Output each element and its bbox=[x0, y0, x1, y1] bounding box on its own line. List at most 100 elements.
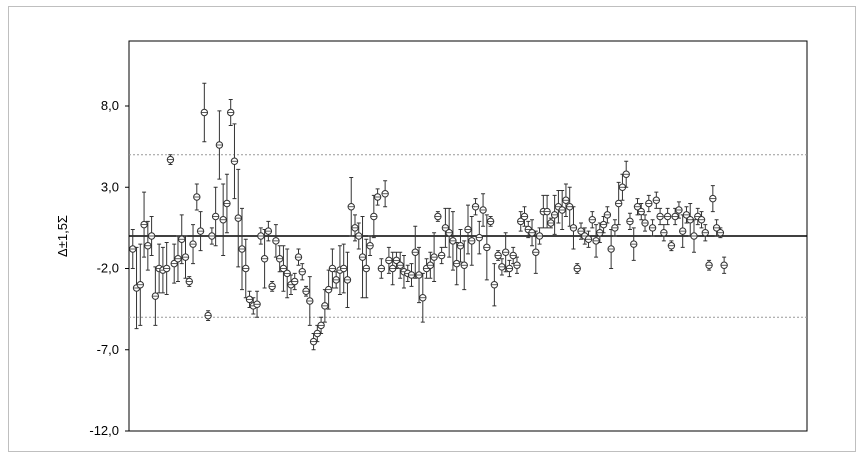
data-point bbox=[667, 240, 676, 252]
data-point bbox=[532, 230, 540, 274]
data-point bbox=[434, 211, 442, 222]
data-point bbox=[498, 258, 506, 276]
data-point bbox=[151, 266, 160, 326]
data-point bbox=[328, 248, 337, 289]
data-point bbox=[181, 235, 190, 279]
data-point bbox=[174, 235, 182, 282]
data-point bbox=[490, 263, 499, 307]
data-point bbox=[592, 224, 600, 258]
data-point bbox=[701, 224, 709, 242]
data-point bbox=[528, 219, 536, 247]
data-point bbox=[547, 217, 555, 229]
data-point bbox=[682, 206, 691, 224]
data-point bbox=[185, 276, 193, 287]
data-point bbox=[479, 193, 487, 227]
data-point bbox=[449, 211, 457, 271]
data-point bbox=[268, 281, 276, 292]
data-point bbox=[358, 216, 367, 299]
data-point bbox=[709, 185, 717, 213]
data-point bbox=[588, 211, 596, 229]
data-point bbox=[204, 310, 212, 321]
data-point bbox=[366, 235, 374, 256]
data-point bbox=[321, 289, 329, 323]
data-point bbox=[464, 204, 472, 255]
data-point bbox=[675, 201, 683, 219]
data-point bbox=[637, 203, 645, 221]
data-point bbox=[370, 194, 378, 239]
data-point bbox=[377, 258, 386, 279]
data-point bbox=[294, 248, 303, 266]
data-point bbox=[223, 173, 231, 234]
data-point bbox=[170, 243, 178, 284]
data-point bbox=[193, 183, 201, 211]
data-point bbox=[633, 198, 642, 216]
data-point bbox=[283, 248, 291, 299]
data-point bbox=[599, 216, 608, 234]
data-point bbox=[219, 183, 227, 256]
data-point bbox=[641, 214, 649, 232]
y-tick-label: -12,0 bbox=[89, 423, 119, 438]
data-point bbox=[716, 227, 725, 239]
data-point bbox=[332, 271, 340, 289]
data-point bbox=[411, 225, 419, 279]
data-point bbox=[129, 229, 137, 269]
data-point bbox=[215, 110, 224, 180]
data-point bbox=[189, 224, 197, 265]
data-point bbox=[573, 263, 581, 274]
data-point bbox=[603, 206, 612, 224]
data-point bbox=[460, 240, 468, 291]
data-point bbox=[426, 251, 435, 279]
y-tick-label: 8,0 bbox=[101, 98, 119, 113]
data-point bbox=[550, 194, 559, 235]
data-point bbox=[166, 154, 175, 165]
data-point bbox=[505, 259, 514, 278]
data-point bbox=[396, 251, 404, 279]
data-point bbox=[630, 227, 638, 261]
data-point bbox=[234, 168, 242, 268]
data-point bbox=[324, 269, 333, 310]
data-point bbox=[577, 222, 585, 240]
chart-panel: 8,0 3,0 -2,0 -7,0 -12,0 Δ±1,5Σ bbox=[8, 6, 856, 452]
data-point bbox=[566, 186, 574, 227]
data-point bbox=[690, 219, 698, 253]
data-point bbox=[257, 227, 265, 245]
data-point bbox=[645, 194, 653, 213]
data-point bbox=[486, 216, 495, 227]
data-point bbox=[291, 272, 299, 291]
data-point bbox=[355, 222, 363, 250]
data-point bbox=[471, 198, 480, 216]
data-point bbox=[178, 214, 186, 265]
data-point bbox=[306, 276, 314, 326]
data-point bbox=[558, 190, 566, 230]
scatter-plot: 8,0 3,0 -2,0 -7,0 -12,0 Δ±1,5Σ bbox=[55, 40, 808, 438]
data-point bbox=[622, 160, 630, 188]
data-point bbox=[275, 245, 284, 273]
data-point bbox=[626, 212, 634, 230]
data-point bbox=[453, 242, 461, 286]
data-point bbox=[260, 229, 269, 289]
data-point bbox=[697, 211, 706, 229]
data-point bbox=[392, 251, 401, 269]
data-point bbox=[313, 324, 322, 343]
data-point bbox=[520, 206, 529, 227]
data-point bbox=[445, 207, 453, 258]
data-point bbox=[144, 220, 152, 271]
data-point bbox=[132, 246, 141, 330]
data-point bbox=[437, 246, 446, 265]
data-point bbox=[430, 232, 438, 282]
data-point bbox=[509, 246, 517, 265]
data-point bbox=[415, 246, 423, 304]
data-point bbox=[652, 191, 661, 209]
data-point bbox=[373, 188, 382, 206]
data-point bbox=[501, 232, 510, 273]
data-point bbox=[517, 211, 525, 232]
data-point bbox=[298, 263, 306, 281]
data-point bbox=[648, 219, 657, 237]
y-axis-label: Δ±1,5Σ bbox=[55, 215, 70, 257]
data-point bbox=[279, 245, 288, 292]
data-point bbox=[456, 229, 465, 263]
data-point bbox=[140, 191, 148, 258]
data-point bbox=[584, 230, 593, 248]
data-point bbox=[351, 214, 359, 242]
data-point bbox=[196, 211, 205, 252]
